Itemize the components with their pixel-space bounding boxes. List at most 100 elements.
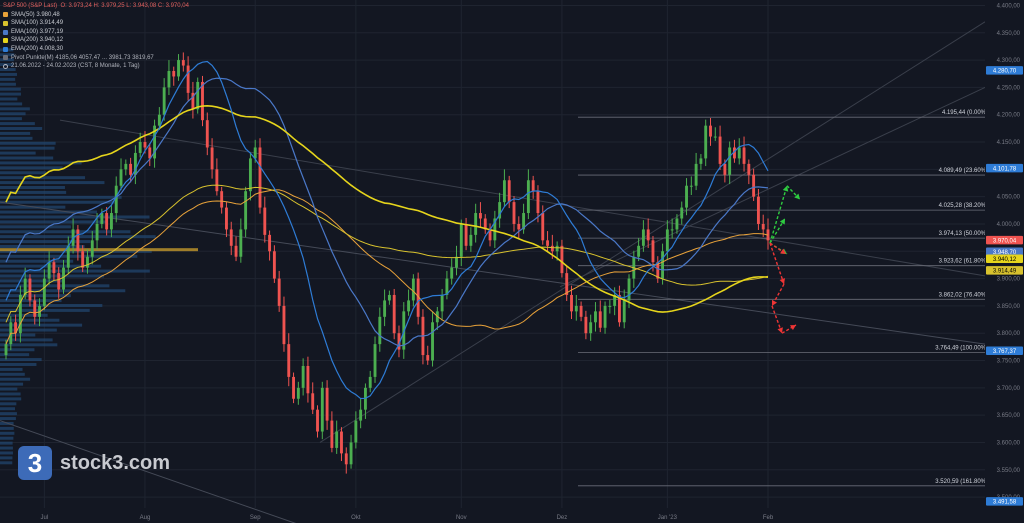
volume-profile-bar bbox=[0, 107, 30, 111]
price-tick-label: 3.700,00 bbox=[997, 386, 1021, 392]
candle-body bbox=[512, 202, 516, 224]
candle-body bbox=[474, 213, 478, 235]
candle-body bbox=[565, 273, 569, 295]
volume-profile-bar bbox=[0, 289, 126, 293]
candle-body bbox=[608, 305, 612, 307]
arrow-head bbox=[794, 193, 800, 200]
candle-body bbox=[86, 256, 89, 268]
volume-profile-bar bbox=[0, 161, 82, 165]
ohlc-values: O: 3.973,24 H: 3.979,25 L: 3.943,08 C: 3… bbox=[60, 3, 189, 9]
volume-profile-bar bbox=[0, 112, 26, 116]
volume-profile-bar bbox=[0, 146, 55, 150]
price-tag-label: 3.940,12 bbox=[993, 257, 1017, 263]
volume-profile-bar bbox=[0, 225, 71, 229]
candle-body bbox=[95, 223, 99, 241]
price-tag-bg bbox=[986, 497, 1023, 506]
candle-body bbox=[105, 213, 109, 230]
candle-body bbox=[507, 180, 511, 203]
candle-body bbox=[138, 142, 142, 153]
volume-profile-bar bbox=[0, 397, 22, 401]
price-tag-bg bbox=[986, 266, 1023, 275]
volume-profile-bar bbox=[0, 353, 30, 357]
symbol-label: S&P 500 (S&P Last) bbox=[3, 3, 58, 9]
candle-body bbox=[143, 142, 147, 148]
volume-profile-bar bbox=[0, 166, 63, 170]
candle-body bbox=[756, 196, 760, 224]
candle-body bbox=[28, 278, 32, 301]
candle-body bbox=[594, 311, 597, 323]
fib-label: 4.025,28 (38.20%) bbox=[939, 203, 988, 209]
price-tick-label: 4.300,00 bbox=[997, 58, 1021, 64]
candle-body bbox=[109, 213, 113, 230]
time-axis[interactable]: Jul Aug Sep Okt Nov Dez Jan '23 Feb bbox=[41, 515, 774, 521]
candle-body bbox=[651, 240, 655, 263]
month-label: Dez bbox=[557, 515, 568, 521]
month-label: Okt bbox=[351, 515, 361, 521]
arrow-head bbox=[779, 278, 786, 285]
candle-body bbox=[603, 305, 607, 328]
candle-body bbox=[148, 147, 152, 159]
candle-body bbox=[210, 147, 214, 170]
volume-profile-bar bbox=[0, 313, 48, 317]
candle-body bbox=[570, 294, 573, 312]
candle-body bbox=[359, 409, 363, 421]
candle-body bbox=[282, 305, 286, 345]
candle-body bbox=[344, 453, 348, 465]
candle-body bbox=[579, 305, 583, 317]
candle-body bbox=[66, 245, 70, 268]
volume-profile-bar bbox=[0, 200, 115, 204]
fib-label: 4.195,44 (0.00%) bbox=[942, 110, 988, 116]
candle-body bbox=[747, 163, 751, 175]
candle-body bbox=[407, 300, 411, 312]
candle-body bbox=[498, 202, 502, 219]
candle-body bbox=[330, 420, 334, 448]
stock3-watermark: 3 stock3.com bbox=[18, 446, 170, 480]
candle-body bbox=[522, 213, 526, 230]
range-label: 21.06.2022 - 24.02.2023 (CST, 8 Monate, … bbox=[11, 63, 140, 70]
volume-profile-bar bbox=[0, 87, 21, 91]
candle-body bbox=[541, 213, 545, 241]
arrow-head bbox=[779, 218, 785, 225]
volume-profile-bar bbox=[0, 72, 17, 76]
volume-profile-bar bbox=[0, 181, 105, 185]
legend-range: 21.06.2022 - 24.02.2023 (CST, 8 Monate, … bbox=[3, 62, 189, 71]
fib-label: 3.764,49 (100.00%) bbox=[935, 346, 988, 352]
candle-body bbox=[234, 245, 238, 257]
month-label: Aug bbox=[140, 515, 151, 521]
month-label: Feb bbox=[763, 515, 774, 521]
volume-profile-bar bbox=[0, 240, 91, 244]
candle-body bbox=[488, 229, 492, 241]
price-tag-bg bbox=[986, 346, 1023, 356]
volume-profile-bar bbox=[0, 461, 13, 465]
candle-body bbox=[536, 191, 540, 214]
volume-profile-bar bbox=[0, 323, 83, 327]
volume-profile-bar bbox=[0, 141, 56, 145]
candle-body bbox=[76, 229, 80, 252]
candle-body bbox=[455, 256, 458, 268]
candle-body bbox=[292, 376, 295, 399]
volume-profile-bar bbox=[0, 402, 17, 406]
volume-profile-bar bbox=[0, 171, 46, 175]
month-label: Nov bbox=[456, 515, 467, 521]
candle-body bbox=[191, 92, 195, 110]
candle-body bbox=[613, 294, 617, 306]
stock3-logo-icon: 3 bbox=[18, 446, 52, 480]
volume-profile-bar bbox=[0, 343, 58, 347]
candle-body bbox=[656, 262, 660, 279]
candle-body bbox=[479, 213, 482, 219]
volume-profile-bar bbox=[0, 210, 98, 214]
candle-body bbox=[258, 147, 262, 208]
candle-body bbox=[18, 294, 22, 334]
volume-profile-bar bbox=[0, 333, 36, 337]
price-tag-bg bbox=[986, 235, 1023, 245]
indicator-label: SMA(200) 3.940,12 bbox=[11, 37, 64, 44]
price-tick-label: 4.400,00 bbox=[997, 3, 1021, 9]
price-tick-label: 3.600,00 bbox=[997, 440, 1021, 446]
candle-body bbox=[641, 229, 645, 246]
volume-profile-bar bbox=[0, 176, 86, 180]
volume-profile-bar bbox=[0, 299, 62, 303]
clock-icon bbox=[3, 63, 8, 69]
candle-body bbox=[277, 278, 281, 306]
candle-body bbox=[181, 60, 185, 66]
